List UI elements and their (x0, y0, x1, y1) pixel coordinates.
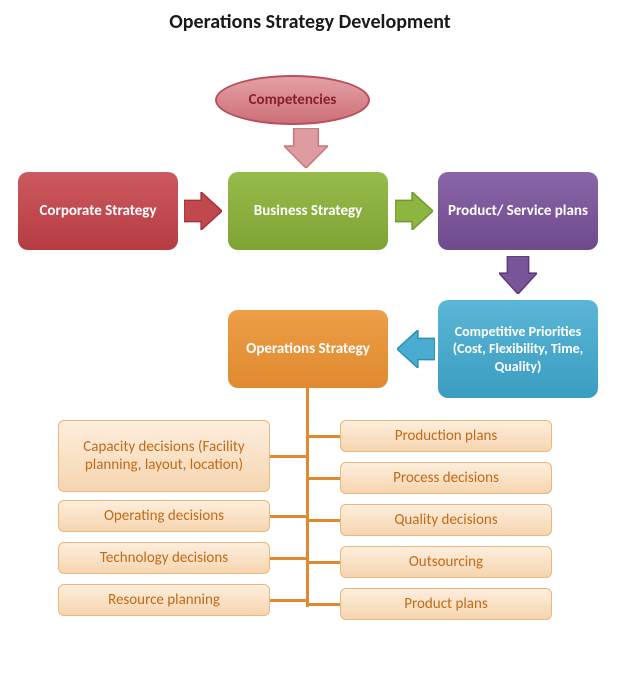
node-competitive-priorities: Competitive Priorities (Cost, Flexibilit… (438, 300, 598, 398)
sub-node-right-2: Quality decisions (340, 504, 552, 536)
tree-branch (307, 477, 340, 480)
tree-branch (270, 599, 307, 602)
arrow-corporate-to-business (184, 192, 222, 230)
arrow-product-to-competitive (499, 256, 537, 294)
node-operations-strategy: Operations Strategy (228, 310, 388, 388)
sub-node-left-1: Operating decisions (58, 500, 270, 532)
sub-node-label: Capacity decisions (Facility planning, l… (67, 438, 261, 474)
sub-node-left-0: Capacity decisions (Facility planning, l… (58, 420, 270, 492)
sub-node-left-2: Technology decisions (58, 542, 270, 574)
node-product-service-plans: Product/ Service plans (438, 172, 598, 250)
tree-branch (307, 603, 340, 606)
arrow-competencies-to-business (284, 128, 328, 168)
node-operations-label: Operations Strategy (246, 340, 370, 359)
sub-node-label: Resource planning (108, 591, 220, 609)
tree-branch (270, 455, 307, 458)
sub-node-right-3: Outsourcing (340, 546, 552, 578)
node-business-strategy: Business Strategy (228, 172, 388, 250)
node-product-label: Product/ Service plans (448, 202, 588, 221)
tree-branch (307, 435, 340, 438)
node-business-label: Business Strategy (254, 202, 362, 221)
sub-node-label: Quality decisions (394, 511, 497, 529)
tree-branch (307, 561, 340, 564)
node-competitive-label: Competitive Priorities (Cost, Flexibilit… (444, 323, 592, 376)
node-corporate-strategy: Corporate Strategy (18, 172, 178, 250)
arrow-competitive-to-operations (397, 330, 435, 368)
sub-node-label: Outsourcing (409, 553, 483, 571)
node-corporate-label: Corporate Strategy (39, 202, 156, 221)
sub-node-left-3: Resource planning (58, 584, 270, 616)
sub-node-right-1: Process decisions (340, 462, 552, 494)
node-competencies: Competencies (215, 75, 370, 125)
diagram-title: Operations Strategy Development (100, 10, 520, 34)
arrow-business-to-product (395, 192, 433, 230)
sub-node-label: Operating decisions (104, 507, 224, 525)
tree-branch (270, 557, 307, 560)
tree-branch (270, 515, 307, 518)
tree-stem (306, 388, 309, 607)
sub-node-label: Product plans (404, 595, 487, 613)
sub-node-right-0: Production plans (340, 420, 552, 452)
sub-node-label: Production plans (395, 427, 498, 445)
tree-branch (307, 519, 340, 522)
node-competencies-label: Competencies (249, 91, 337, 109)
sub-node-label: Technology decisions (100, 549, 228, 567)
sub-node-right-4: Product plans (340, 588, 552, 620)
sub-node-label: Process decisions (393, 469, 499, 487)
